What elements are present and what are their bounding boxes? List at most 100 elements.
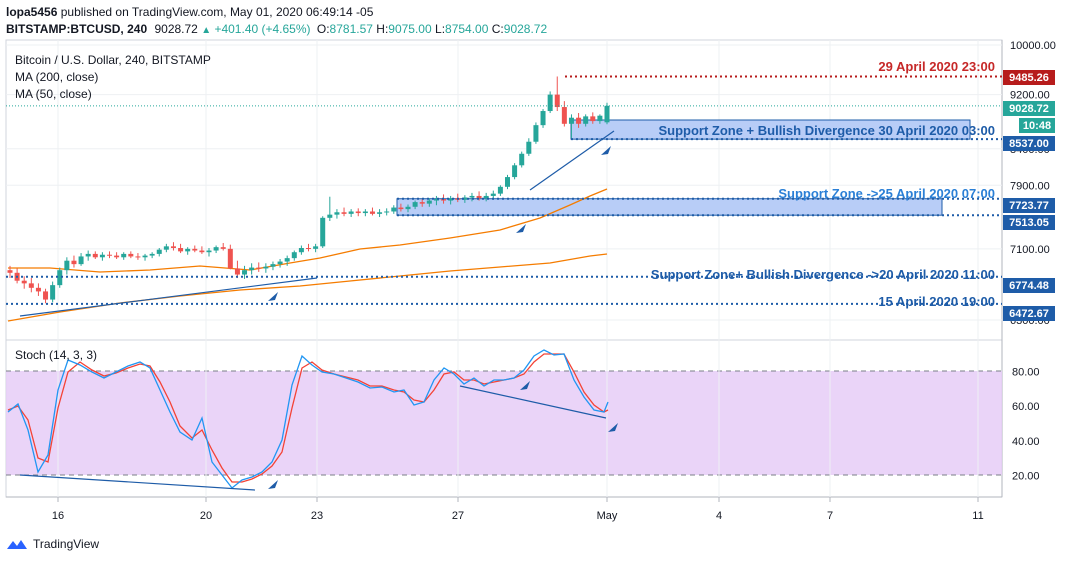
candle-body xyxy=(213,247,219,251)
candle-body xyxy=(540,111,546,126)
close-label: C: xyxy=(491,22,504,36)
candle-body xyxy=(462,197,468,200)
price-tag-6774: 6774.48 xyxy=(1009,280,1049,292)
rocket-icon xyxy=(601,146,611,155)
candle-body xyxy=(369,211,375,214)
stoch-lines xyxy=(7,349,609,491)
rocket-icon xyxy=(608,423,618,432)
candle-body xyxy=(419,202,425,204)
candle-body xyxy=(327,214,333,218)
rocket-icon xyxy=(268,292,278,301)
candle-body xyxy=(234,268,240,275)
candles xyxy=(7,76,610,304)
candle-body xyxy=(398,207,404,210)
price-axis-tick: 6300.00 xyxy=(1010,315,1050,327)
candle-body xyxy=(135,256,141,258)
candle-body xyxy=(50,285,56,300)
candle-body xyxy=(505,177,510,187)
price-tag-7723: 7723.77 xyxy=(1009,200,1049,212)
candle-body xyxy=(348,211,354,214)
price-change: +401.40 (+4.65%) xyxy=(214,22,311,36)
published-text: published on TradingView.com, May 01, 20… xyxy=(60,5,374,19)
candle-body xyxy=(377,212,383,214)
time-axis-tick: 7 xyxy=(827,510,833,522)
moving-averages xyxy=(7,188,608,322)
annotation-29-april: 29 April 2020 23:00 xyxy=(878,59,995,74)
tradingview-logo-icon xyxy=(7,540,27,549)
price-tag-7513: 7513.05 xyxy=(1009,217,1049,229)
candle-body xyxy=(320,217,326,247)
candle-body xyxy=(561,107,567,124)
candle-body xyxy=(21,280,27,284)
time-axis-tick: 23 xyxy=(311,510,323,522)
countdown-tag: 10:48 xyxy=(1023,120,1051,132)
candle-body xyxy=(149,253,155,256)
last-price: 9028.72 xyxy=(154,22,198,36)
candle-body xyxy=(483,195,489,199)
candle-body xyxy=(284,258,290,262)
low-value: 8754.00 xyxy=(445,22,489,36)
stoch-label: Stoch (14, 3, 3) xyxy=(15,348,97,362)
candle-body xyxy=(405,206,411,210)
candle-body xyxy=(448,198,454,201)
candle-body xyxy=(128,253,134,257)
candle-body xyxy=(170,246,176,249)
support-zones xyxy=(396,119,971,216)
stoch-divergence-line xyxy=(19,474,256,491)
candle-body xyxy=(99,254,105,258)
candle-body xyxy=(298,248,304,253)
candle-body xyxy=(554,94,560,108)
candle-body xyxy=(604,105,610,123)
price-tag-9485: 9485.26 xyxy=(1009,72,1049,84)
candle-body xyxy=(227,248,233,269)
candle-body xyxy=(185,248,191,252)
open-value: 8781.57 xyxy=(329,22,373,36)
annotation-15-april: 15 April 2020 19:00 xyxy=(878,294,995,309)
candle-body xyxy=(206,250,212,253)
candle-body xyxy=(590,116,596,122)
candle-body xyxy=(107,254,112,256)
candle-body xyxy=(277,261,283,265)
candle-body xyxy=(433,199,439,201)
time-axis-tick: May xyxy=(597,510,618,522)
price-tag-last: 9028.72 xyxy=(1009,103,1049,115)
ma50-label: MA (50, close) xyxy=(15,87,92,101)
price-levels xyxy=(6,75,1002,317)
candle-body xyxy=(57,270,63,286)
symbol-label: BITSTAMP:BTCUSD, 240 xyxy=(6,22,148,36)
support-zone-25-april xyxy=(396,198,943,216)
grid: 10000.00 9200.00 8400.00 7900.00 7100.00 6300… xyxy=(6,40,1056,522)
candle-body xyxy=(547,94,553,112)
stoch-d-line xyxy=(7,353,609,483)
rocket-icons xyxy=(268,146,618,489)
ohlc-line: BITSTAMP:BTCUSD, 240 9028.72 ▲ +401.40 (… xyxy=(6,22,547,36)
time-axis-tick: 20 xyxy=(200,510,212,522)
candle-body xyxy=(306,248,311,250)
candle-body xyxy=(14,272,20,281)
candle-body xyxy=(35,287,41,292)
time-axis-tick: 27 xyxy=(452,510,464,522)
price-tags: 9485.26 9028.72 10:48 8537.00 7723.77 75… xyxy=(1003,70,1055,321)
candle-body xyxy=(476,195,482,199)
up-triangle-icon: ▲ xyxy=(201,25,212,36)
stoch-axis-tick: 80.00 xyxy=(1012,367,1040,379)
trendline xyxy=(19,277,318,317)
candle-body xyxy=(384,211,390,213)
footer-brand[interactable]: TradingView xyxy=(6,537,99,551)
candle-body xyxy=(441,199,447,201)
rocket-icon xyxy=(268,480,278,489)
time-axis-tick: 16 xyxy=(52,510,64,522)
candle-body xyxy=(568,117,574,124)
stoch-divergence-line xyxy=(459,385,607,419)
candle-body xyxy=(313,246,319,249)
candle-body xyxy=(220,247,226,249)
candle-body xyxy=(121,253,127,258)
candle-body xyxy=(263,266,269,269)
publisher-name[interactable]: lopa5456 xyxy=(6,5,58,19)
candle-body xyxy=(362,211,368,214)
candle-body xyxy=(156,249,162,254)
price-axis-tick: 9200.00 xyxy=(1010,90,1050,102)
candle-body xyxy=(426,200,432,204)
candle-body xyxy=(64,260,70,271)
